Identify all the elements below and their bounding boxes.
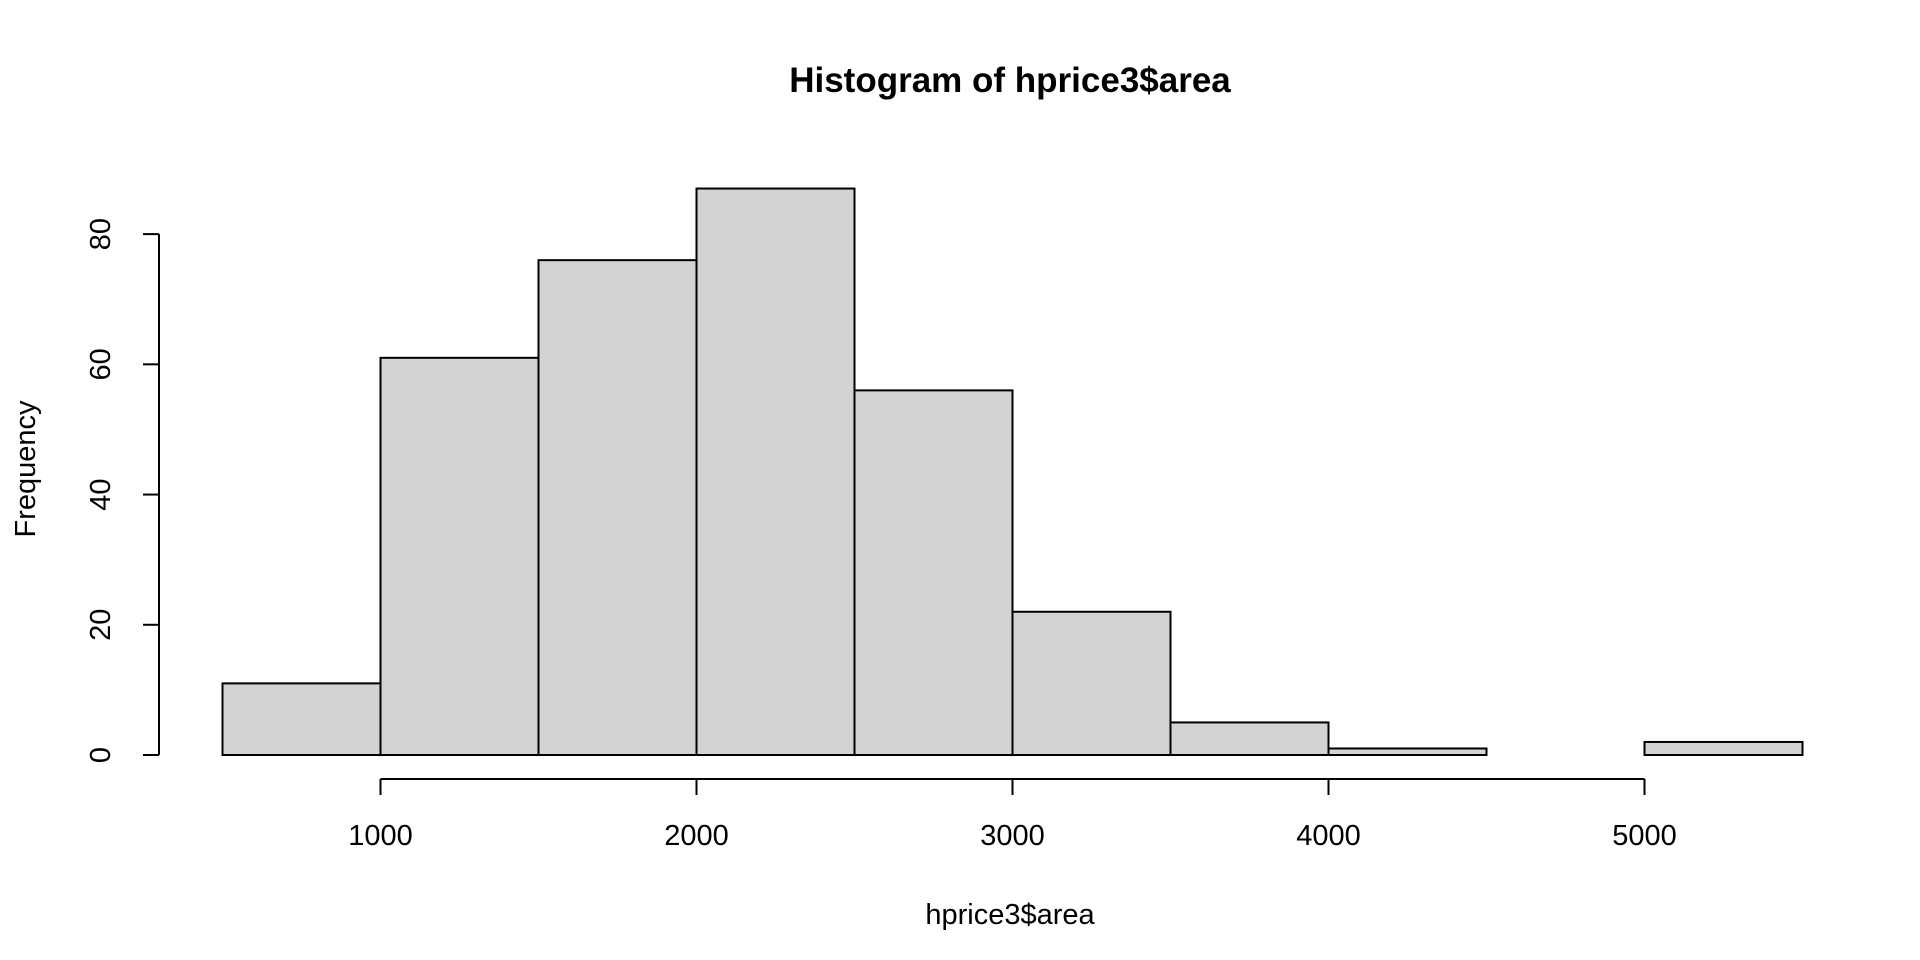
- histogram-bar-7: [1169, 721, 1330, 757]
- histogram-bar-4: [695, 187, 856, 757]
- x-axis: 1000 2000 3000 4000 5000: [348, 778, 1677, 852]
- y-axis: 0 20 40 60 80: [85, 218, 160, 763]
- histogram-bar-5: [853, 389, 1014, 756]
- y-tick-label-80: 80: [85, 218, 117, 250]
- y-axis-label: Frequency: [10, 400, 42, 538]
- histogram-bar-2: [379, 356, 540, 756]
- histogram-bar-3: [537, 259, 698, 756]
- x-ticks: 1000 2000 3000 4000 5000: [348, 779, 1677, 852]
- x-tick-label-3000: 3000: [980, 820, 1045, 852]
- x-tick-label-4000: 4000: [1296, 820, 1361, 852]
- histogram-bar-6: [1011, 610, 1172, 756]
- x-tick-label-5000: 5000: [1612, 820, 1677, 852]
- y-ticks: 0 20 40 60 80: [85, 218, 159, 763]
- chart-title: Histogram of hprice3$area: [789, 61, 1231, 100]
- histogram-bar-10: [1643, 740, 1804, 757]
- x-tick-label-1000: 1000: [348, 820, 413, 852]
- histogram-bar-8: [1327, 747, 1488, 757]
- y-tick-label-20: 20: [85, 609, 117, 641]
- y-tick-label-60: 60: [85, 348, 117, 380]
- bars-group: [221, 187, 1804, 757]
- y-tick-label-0: 0: [85, 747, 117, 763]
- x-axis-label: hprice3$area: [925, 899, 1095, 931]
- x-tick-label-2000: 2000: [664, 820, 729, 852]
- y-tick-label-40: 40: [85, 478, 117, 510]
- histogram-bar-1: [221, 682, 382, 757]
